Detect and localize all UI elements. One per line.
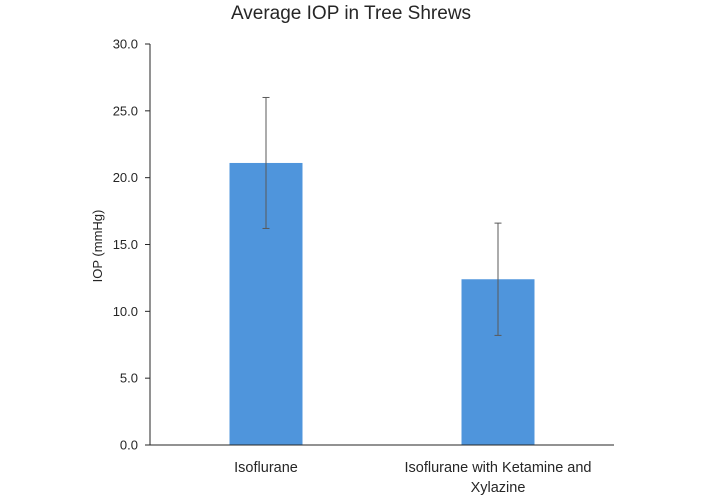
y-tick-label: 25.0 <box>113 103 138 118</box>
y-tick-label: 10.0 <box>113 304 138 319</box>
bars <box>229 162 535 446</box>
x-category-label: Xylazine <box>471 480 526 496</box>
axes <box>145 44 614 446</box>
y-tick-label: 15.0 <box>113 237 138 252</box>
y-tick-label: 5.0 <box>120 371 138 386</box>
y-tick-label: 30.0 <box>113 37 138 52</box>
y-tick-label: 20.0 <box>113 170 138 185</box>
y-axis-ticks: 0.0 5.0 10.0 15.0 20.0 25.0 30.0 <box>113 37 150 453</box>
x-axis-category-labels: Isoflurane Isoflurane with Ketamine and Xy… <box>234 460 591 496</box>
y-tick-label: 0.0 <box>120 438 138 453</box>
chart-title: Average IOP in Tree Shrews <box>231 3 471 24</box>
error-bars <box>262 96 502 336</box>
x-category-label: Isoflurane with Ketamine and <box>405 460 592 476</box>
y-axis-label: IOP (mmHg) <box>90 210 105 283</box>
x-category-label: Isoflurane <box>234 460 298 476</box>
